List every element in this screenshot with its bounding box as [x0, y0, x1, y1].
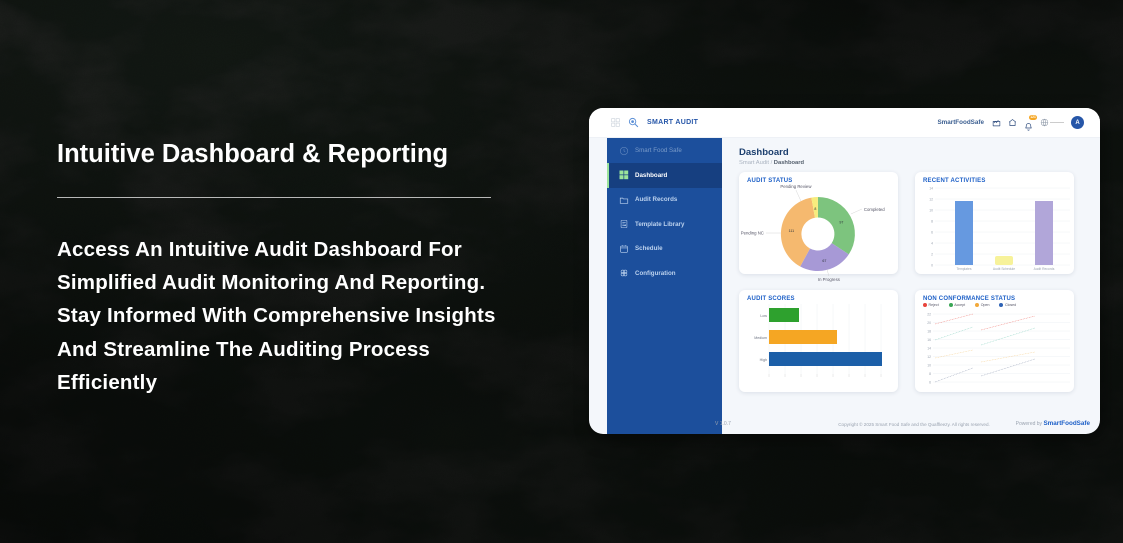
svg-text:18: 18 — [927, 330, 931, 334]
svg-text:8: 8 — [814, 207, 816, 211]
svg-text:6: 6 — [931, 231, 933, 235]
svg-text:High: High — [760, 358, 767, 362]
svg-text:20: 20 — [927, 321, 931, 325]
svg-text:14: 14 — [929, 187, 933, 191]
svg-text:Templates: Templates — [956, 267, 971, 271]
svg-text:Pending NC: Pending NC — [741, 231, 764, 236]
svg-text:Audit Schedule: Audit Schedule — [993, 267, 1015, 271]
svg-text:14: 14 — [927, 347, 931, 351]
svg-text:10: 10 — [927, 364, 931, 368]
svg-text:16: 16 — [927, 338, 931, 342]
svg-text:2: 2 — [931, 253, 933, 257]
svg-text:0: 0 — [931, 264, 933, 268]
svg-text:Medium: Medium — [754, 336, 767, 340]
svg-text:Audit Records: Audit Records — [1034, 267, 1055, 271]
svg-text:12: 12 — [929, 198, 933, 202]
svg-text:97: 97 — [839, 221, 843, 225]
svg-text:111: 111 — [789, 229, 794, 233]
svg-text:In Progress: In Progress — [818, 277, 840, 282]
svg-text:6: 6 — [929, 381, 931, 385]
svg-text:4: 4 — [931, 242, 933, 246]
svg-text:67: 67 — [822, 259, 826, 263]
svg-text:12: 12 — [927, 355, 931, 359]
svg-text:22: 22 — [927, 313, 931, 317]
svg-text:8: 8 — [929, 372, 931, 376]
svg-text:Low: Low — [760, 314, 767, 318]
svg-text:Pending Review: Pending Review — [780, 184, 812, 189]
svg-text:8: 8 — [931, 220, 933, 224]
svg-text:Completed: Completed — [864, 207, 885, 212]
svg-text:10: 10 — [929, 209, 933, 213]
